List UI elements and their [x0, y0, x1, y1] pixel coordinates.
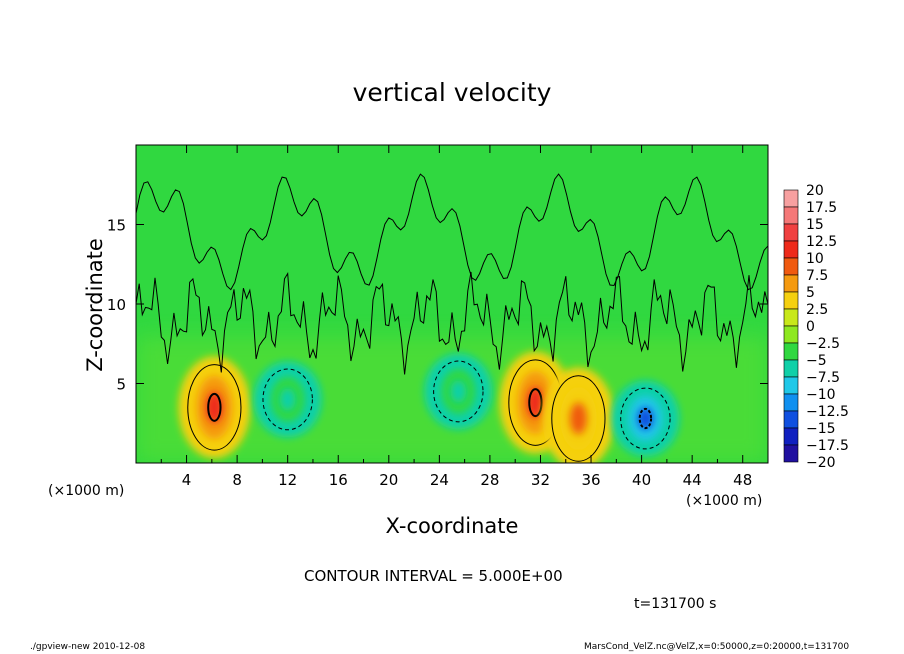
- colorbar-label-5: 7.5: [806, 268, 828, 284]
- colorbar-label-11: −7.5: [806, 370, 840, 386]
- colorbar-swatch-4: [783, 257, 799, 276]
- x-unit-right: (×1000 m): [686, 493, 763, 509]
- cell-core-3: [279, 388, 296, 411]
- colorbar-swatch-6: [783, 291, 799, 310]
- x-tick-label-28: 28: [480, 471, 499, 489]
- cell-contour-5: [620, 387, 671, 450]
- zero-contour-top: [136, 173, 768, 291]
- cell-contour-3: [262, 368, 313, 431]
- colorbar-label-9: −2.5: [806, 336, 840, 352]
- colorbar-label-14: −15: [806, 421, 836, 437]
- cell-core-4: [450, 380, 467, 403]
- cell-core-2: [570, 402, 587, 435]
- colorbar-swatch-13: [783, 410, 799, 429]
- cell-core-5: [637, 407, 654, 430]
- colorbar-swatch-0: [783, 189, 799, 208]
- colorbar-swatch-9: [783, 342, 799, 361]
- colorbar-label-6: 5: [806, 285, 815, 301]
- colorbar-label-4: 10: [806, 251, 824, 267]
- x-tick-label-48: 48: [733, 471, 752, 489]
- colorbar-swatch-14: [783, 427, 799, 446]
- colorbar-label-16: −20: [806, 455, 836, 471]
- colorbar-swatch-15: [783, 444, 799, 463]
- x-tick-label-4: 4: [182, 471, 192, 489]
- x-tick-label-8: 8: [232, 471, 242, 489]
- colorbar-label-1: 17.5: [806, 200, 837, 216]
- cell-contour-0: [187, 364, 242, 451]
- footer-source: MarsCond_VelZ.nc@VelZ,x=0:50000,z=0:2000…: [584, 642, 850, 652]
- colorbar-label-12: −10: [806, 387, 836, 403]
- cell-contour-4: [433, 360, 484, 423]
- x-tick-label-24: 24: [430, 471, 449, 489]
- colorbar-swatch-7: [783, 308, 799, 327]
- colorbar-label-10: −5: [806, 353, 827, 369]
- x-tick-label-16: 16: [329, 471, 348, 489]
- colorbar-swatch-2: [783, 223, 799, 242]
- colorbar-swatch-10: [783, 359, 799, 378]
- footer-program: ./gpview-new 2010-12-08: [30, 642, 146, 652]
- colorbar-label-3: 12.5: [806, 234, 837, 250]
- colorbar-swatch-3: [783, 240, 799, 259]
- colorbar-label-2: 15: [806, 217, 824, 233]
- colorbar-swatch-8: [783, 325, 799, 344]
- x-tick-label-12: 12: [278, 471, 297, 489]
- colorbar-swatch-11: [783, 376, 799, 395]
- colorbar-swatch-12: [783, 393, 799, 412]
- y-tick-label-10: 10: [107, 296, 126, 314]
- contour-interval-note: CONTOUR INTERVAL = 5.000E+00: [304, 567, 563, 585]
- cell-inner-contour-5: [638, 407, 653, 430]
- colorbar-label-13: −12.5: [806, 404, 849, 420]
- colorbar-label-15: −17.5: [806, 438, 849, 454]
- colorbar-label-0: 20: [806, 183, 824, 199]
- x-tick-label-20: 20: [379, 471, 398, 489]
- time-stamp: t=131700 s: [634, 596, 717, 612]
- x-tick-label-36: 36: [581, 471, 600, 489]
- colorbar-label-7: 2.5: [806, 302, 828, 318]
- y-tick-label-15: 15: [107, 217, 126, 235]
- y-tick-label-5: 5: [116, 376, 126, 394]
- chart-title: vertical velocity: [352, 78, 552, 107]
- colorbar-swatch-5: [783, 274, 799, 293]
- colorbar-swatch-1: [783, 206, 799, 225]
- cell-inner-contour-0: [207, 392, 222, 422]
- colorbar-label-8: 0: [806, 319, 815, 335]
- x-unit-left: (×1000 m): [48, 483, 125, 499]
- x-tick-label-40: 40: [632, 471, 651, 489]
- cell-inner-contour-1: [528, 388, 543, 418]
- y-axis-label: Z-coordinate: [83, 238, 107, 372]
- x-tick-label-32: 32: [531, 471, 550, 489]
- x-axis-label: X-coordinate: [385, 514, 519, 538]
- x-tick-label-44: 44: [683, 471, 702, 489]
- zero-contour-upper: [136, 271, 768, 375]
- cell-contour-2: [551, 375, 606, 462]
